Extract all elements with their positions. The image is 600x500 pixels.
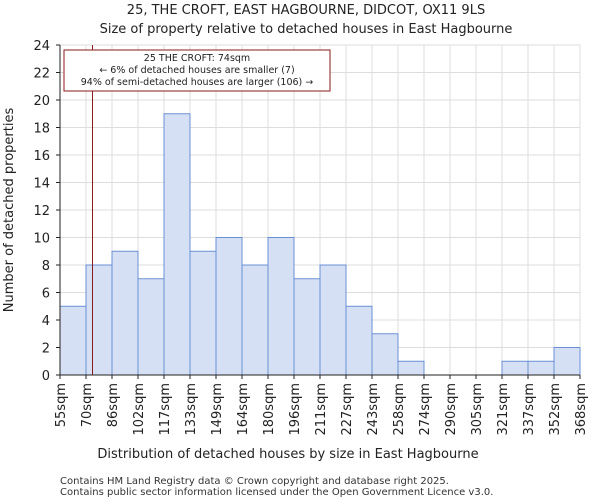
bar [59,305,87,376]
x-tick-label: 243sqm [366,383,381,436]
bar [215,237,243,376]
x-tick-label: 86sqm [106,383,121,427]
bars [59,113,581,376]
y-tick-label: 20 [33,94,50,109]
x-axis-ticks: 55sqm 70sqm 86sqm 102sqm 117sqm 133sqm 149sqm 1… [54,375,589,436]
bar [111,250,139,376]
x-tick-label: 321sqm [496,383,511,436]
x-tick-label: 149sqm [210,383,225,436]
y-tick-label: 2 [42,342,50,357]
chart-subtitle: Size of property relative to detached ho… [100,22,513,37]
y-tick-label: 0 [42,369,50,384]
y-tick-label: 12 [33,204,50,219]
bar [85,264,113,376]
x-tick-label: 337sqm [522,383,537,436]
y-tick-label: 8 [42,259,50,274]
x-tick-label: 352sqm [548,383,563,436]
x-tick-label: 133sqm [184,383,199,436]
y-tick-label: 6 [42,287,50,302]
x-tick-label: 55sqm [54,383,69,427]
y-tick-label: 22 [33,67,50,82]
bar [163,113,191,376]
x-tick-label: 274sqm [418,383,433,436]
x-tick-label: 117sqm [158,383,173,436]
y-tick-label: 14 [33,177,50,192]
bar [527,360,555,376]
x-tick-label: 196sqm [288,383,303,436]
x-tick-label: 164sqm [236,383,251,436]
y-tick-label: 4 [42,314,50,329]
footer-line-2: Contains public sector information licen… [60,487,493,498]
x-tick-label: 368sqm [574,383,589,436]
x-tick-label: 290sqm [444,383,459,436]
bar [397,360,425,376]
annotation-box: 25 THE CROFT: 74sqm ← 6% of detached hou… [63,49,331,92]
x-tick-label: 180sqm [262,383,277,436]
x-tick-label: 70sqm [80,383,95,427]
y-axis-label: Number of detached properties [2,108,17,313]
x-axis-label: Distribution of detached houses by size … [97,447,478,462]
x-tick-label: 227sqm [340,383,355,436]
bar [553,347,581,376]
y-tick-label: 10 [33,232,50,247]
x-tick-label: 305sqm [470,383,485,436]
chart-title: 25, THE CROFT, EAST HAGBOURNE, DIDCOT, O… [127,3,485,18]
x-tick-label: 211sqm [314,383,329,436]
annotation-line-1: 25 THE CROFT: 74sqm [144,53,250,64]
bar [267,237,295,376]
footer-line-1: Contains HM Land Registry data © Crown c… [60,476,449,487]
bar [137,278,165,376]
annotation-line-3: 94% of semi-detached houses are larger (… [81,77,314,88]
annotation-frame [63,49,331,92]
y-tick-label: 18 [33,122,50,137]
y-tick-label: 24 [33,39,50,54]
bar [345,305,373,376]
axes [59,45,580,376]
y-tick-label: 16 [33,149,50,164]
annotation-line-2: ← 6% of detached houses are smaller (7) [99,65,294,76]
bar [293,278,321,376]
bar [371,333,399,376]
bar [189,250,217,376]
x-tick-label: 102sqm [132,383,147,436]
bar [241,264,269,376]
x-tick-label: 258sqm [392,383,407,436]
bar [501,360,529,376]
bar [319,264,347,376]
